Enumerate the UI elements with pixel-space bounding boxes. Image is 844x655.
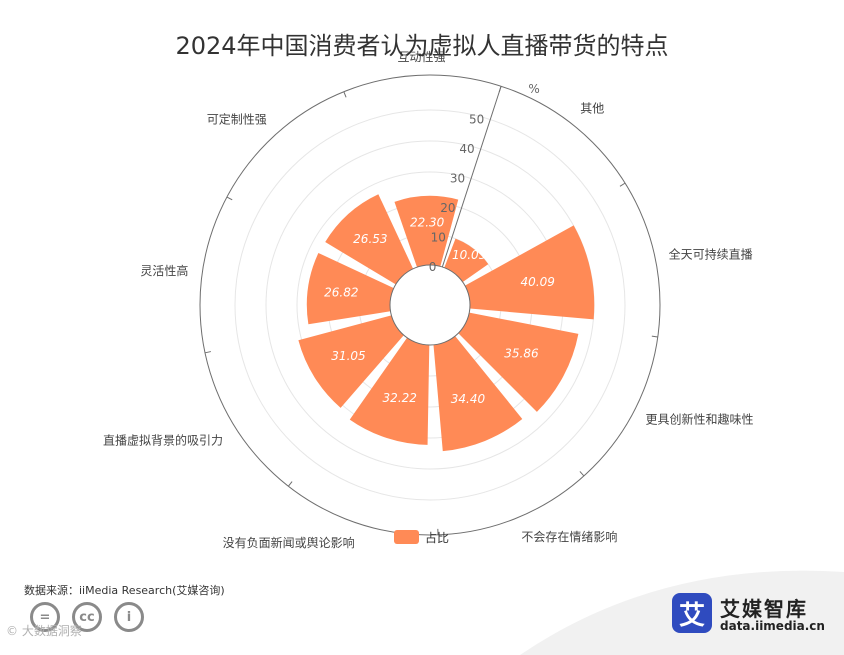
polar-bar[interactable] — [433, 336, 523, 452]
person-icon: i — [114, 602, 144, 632]
brand-logo-icon: 艾 — [672, 593, 712, 633]
data-label: 32.22 — [383, 391, 417, 405]
axis-layer — [199, 74, 661, 536]
polar-bar[interactable] — [458, 312, 579, 412]
legend-label: 占比 — [425, 531, 450, 545]
angle-tick — [226, 196, 233, 201]
angle-tick — [651, 335, 658, 338]
watermark: © 大数据洞察 — [6, 624, 82, 638]
data-source: 数据来源：iiMedia Research(艾媒咨询) — [24, 584, 225, 597]
category-label: 可定制性强 — [207, 112, 267, 127]
radial-tick-label: 0 — [429, 260, 437, 274]
brand-block: 艾 艾媒智库 data.iimedia.cn — [672, 593, 832, 637]
category-label: 直播虚拟背景的吸引力 — [103, 432, 223, 447]
category-label: 其他 — [580, 102, 604, 116]
polar-bar[interactable] — [298, 315, 404, 408]
data-label: 26.53 — [353, 232, 387, 246]
data-label: 35.86 — [504, 347, 539, 361]
polar-bar[interactable] — [444, 238, 489, 283]
data-label: 10.05 — [452, 248, 486, 262]
data-label: 31.05 — [331, 349, 365, 363]
radial-unit-label: % — [528, 82, 539, 96]
data-label: 34.40 — [451, 392, 486, 406]
radial-tick-label: 20 — [440, 201, 455, 215]
polar-bar[interactable] — [325, 194, 414, 285]
angle-tick — [619, 182, 626, 187]
outer-circle — [199, 74, 661, 536]
category-label: 灵活性高 — [140, 263, 188, 278]
category-label: 互动性强 — [397, 50, 445, 64]
category-label: 不会存在情绪影响 — [521, 529, 617, 544]
data-label: 40.09 — [521, 275, 555, 289]
radial-tick-label: 30 — [450, 172, 465, 186]
brand-name: 艾媒智库 — [720, 597, 808, 621]
radial-axis — [441, 86, 502, 268]
grid-circle — [234, 109, 626, 501]
category-label: 更具创新性和趣味性 — [645, 412, 753, 427]
brand-url: data.iimedia.cn — [720, 619, 825, 633]
bar-layer — [298, 194, 595, 452]
label-layer: 10.05 40.09 35.86 34.40 32.22 31.05 26.82 26.53… — [103, 50, 753, 550]
category-label: 没有负面新闻或舆论影响 — [223, 535, 355, 550]
chart-title: 2024年中国消费者认为虚拟人直播带货的特点 — [175, 32, 669, 60]
legend-swatch — [394, 530, 419, 544]
angle-tick — [343, 91, 347, 98]
polar-bar[interactable] — [394, 195, 459, 268]
data-label: 26.82 — [324, 286, 358, 300]
category-label: 全天可持续直播 — [669, 246, 753, 261]
equals-icon: = — [30, 602, 60, 632]
radial-tick-label: 10 — [431, 230, 446, 244]
angle-tick — [288, 481, 293, 487]
data-label: 22.30 — [410, 215, 445, 229]
radial-tick-label: 40 — [459, 142, 474, 156]
cc-icon: cc — [72, 602, 102, 632]
inner-circle — [389, 264, 471, 346]
angle-tick — [579, 471, 585, 477]
license-icons: = cc i — [6, 602, 156, 652]
polar-bar[interactable] — [306, 252, 394, 325]
radial-tick-label: 50 — [469, 113, 484, 127]
polar-bar[interactable] — [349, 337, 430, 445]
angle-tick — [204, 351, 211, 354]
polar-bar[interactable] — [464, 225, 595, 320]
